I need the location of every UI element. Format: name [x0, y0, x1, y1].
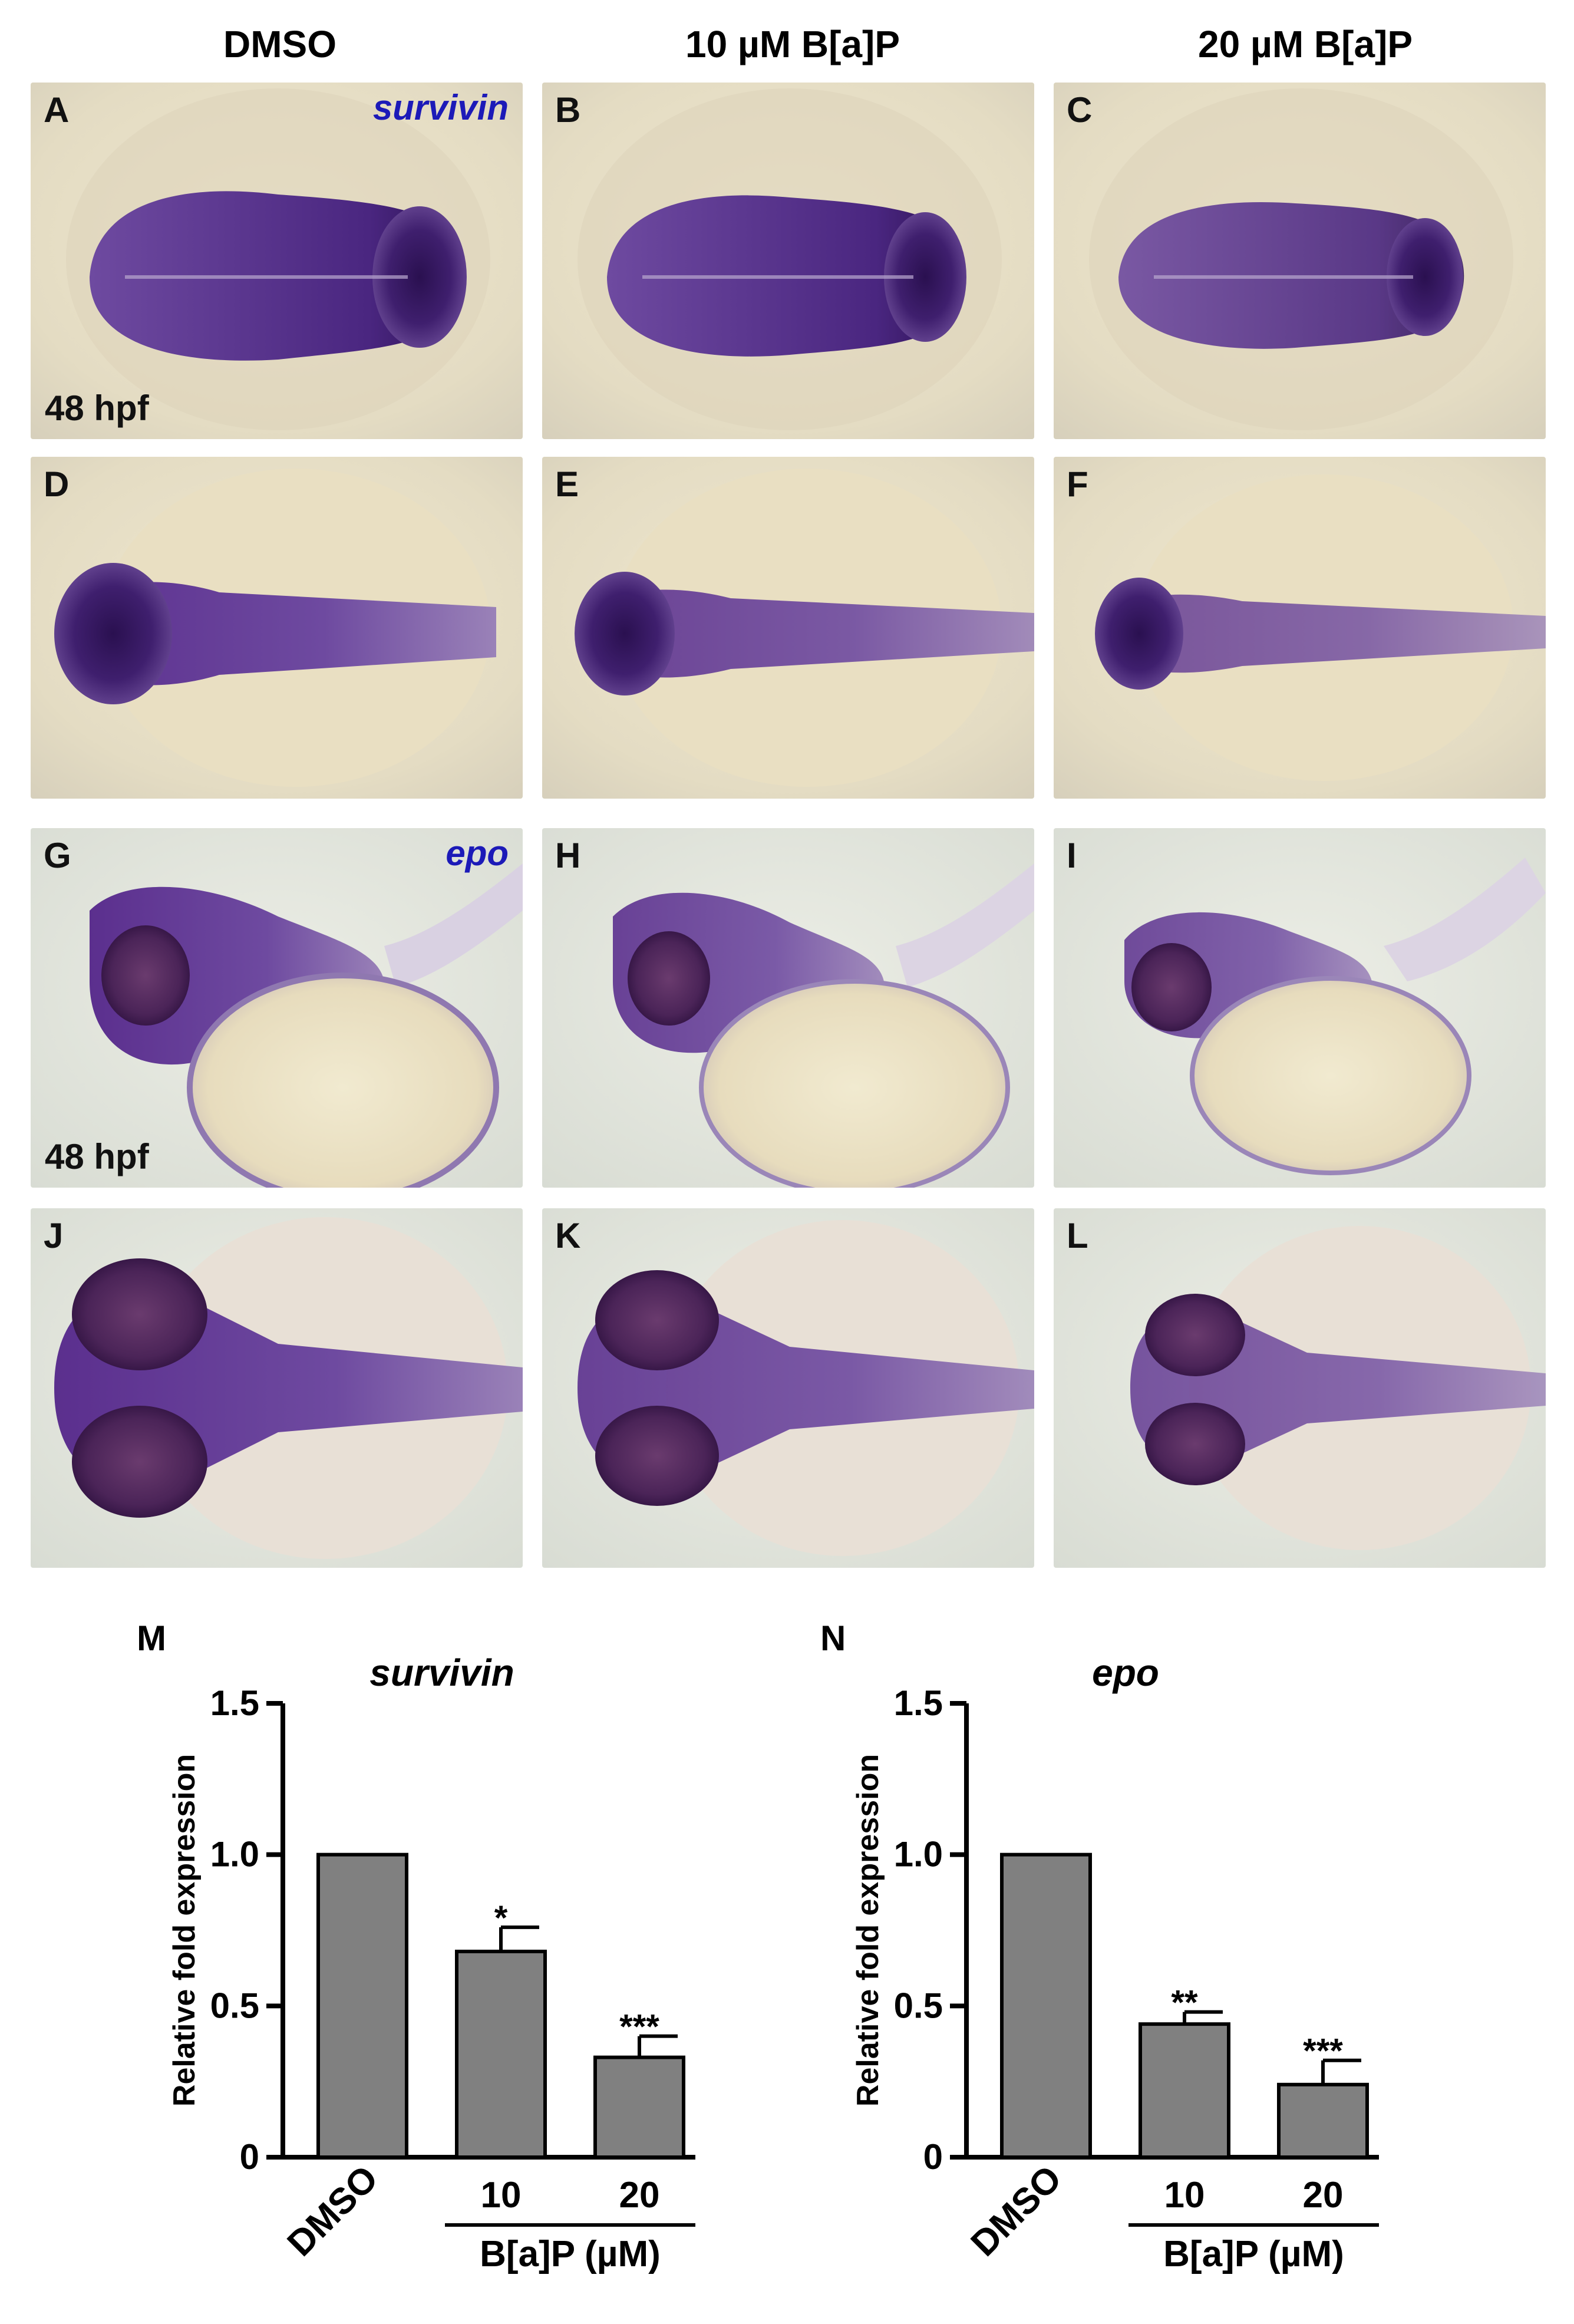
- group-label: B[a]P (µM): [480, 2234, 661, 2274]
- embryo-image-j: [31, 1208, 523, 1568]
- bar: [1000, 1852, 1092, 2159]
- panel-label-k: K: [555, 1216, 581, 1255]
- panel-label-c: C: [1067, 90, 1093, 130]
- panel-l: L: [1054, 1208, 1546, 1568]
- panel-label-l: L: [1067, 1216, 1088, 1255]
- x-tick-label: 20: [619, 2175, 660, 2216]
- significance-label: *: [494, 1899, 508, 1937]
- chart-title: epo: [1092, 1651, 1159, 1694]
- x-tick-label: DMSO: [963, 2158, 1070, 2264]
- bar: [1139, 2022, 1230, 2160]
- significance-label: **: [1171, 1984, 1198, 2022]
- panel-a: A survivin 48 hpf: [31, 83, 523, 439]
- y-axis-label: Relative fold expression: [167, 1754, 202, 2107]
- panel-j: J: [31, 1208, 523, 1568]
- bar: [455, 1949, 547, 2160]
- chart-title: survivin: [369, 1651, 514, 1694]
- significance-label: ***: [1303, 2032, 1343, 2071]
- y-tick-label: 0: [923, 2137, 943, 2177]
- x-tick-label: 10: [481, 2175, 522, 2216]
- panel-k: K: [542, 1208, 1034, 1568]
- gene-label-survivin: survivin: [372, 88, 509, 127]
- group-label: B[a]P (µM): [1163, 2234, 1344, 2274]
- panel-i: I: [1054, 828, 1546, 1188]
- panel-h: H: [542, 828, 1034, 1188]
- panel-c: C: [1054, 83, 1546, 439]
- panel-label-b: B: [555, 90, 581, 130]
- gene-label-epo: epo: [446, 833, 509, 873]
- panel-e: E: [542, 457, 1034, 799]
- panel-label-h: H: [555, 836, 581, 875]
- y-tick-label: 1.0: [210, 1835, 259, 1874]
- y-tick-label: 0.5: [210, 1986, 259, 2025]
- significance-label: ***: [619, 2008, 659, 2046]
- panel-b: B: [542, 83, 1034, 439]
- panel-label-d: D: [44, 464, 70, 504]
- bar: [316, 1852, 408, 2159]
- y-tick-label: 1.0: [894, 1835, 943, 1874]
- stage-label-epo: 48 hpf: [45, 1137, 149, 1176]
- panel-label-f: F: [1067, 464, 1088, 504]
- panel-d: D: [31, 457, 523, 799]
- panel-label-i: I: [1067, 836, 1077, 875]
- embryo-image-e: [542, 457, 1034, 799]
- bar: [593, 2055, 685, 2159]
- y-tick-label: 1.5: [894, 1683, 943, 1723]
- embryo-image-i: [1054, 828, 1546, 1188]
- chart-label-n: N: [820, 1618, 846, 1658]
- x-tick-label: 10: [1164, 2175, 1205, 2216]
- column-header-10um: 10 µM B[a]P: [685, 23, 900, 65]
- y-axis-label: Relative fold expression: [851, 1754, 885, 2107]
- embryo-image-l: [1054, 1208, 1546, 1568]
- x-tick-label: 20: [1303, 2175, 1344, 2216]
- y-tick-label: 0.5: [894, 1986, 943, 2025]
- panel-label-a: A: [44, 90, 70, 130]
- column-header-20um: 20 µM B[a]P: [1197, 23, 1413, 65]
- embryo-image-g: [31, 828, 523, 1188]
- embryo-image-b: [542, 83, 1034, 439]
- embryo-image-d: [31, 457, 523, 799]
- stage-label: 48 hpf: [45, 388, 149, 428]
- panel-label-j: J: [44, 1216, 64, 1255]
- embryo-image-a: [31, 83, 523, 439]
- panel-g: G epo 48 hpf: [31, 828, 523, 1188]
- embryo-image-f: [1054, 457, 1546, 799]
- panel-f: F: [1054, 457, 1546, 799]
- bar: [1277, 2082, 1369, 2159]
- embryo-image-k: [542, 1208, 1034, 1568]
- panel-label-g: G: [44, 836, 71, 875]
- embryo-image-c: [1054, 83, 1546, 439]
- column-header-dmso: DMSO: [223, 23, 336, 65]
- x-tick-label: DMSO: [280, 2158, 386, 2264]
- panel-label-e: E: [555, 464, 579, 504]
- y-tick-label: 1.5: [210, 1683, 259, 1723]
- bar-chart-survivin: survivin Relative fold expression 0 0.5 1.0 1…: [167, 1651, 695, 2274]
- y-tick-label: 0: [240, 2137, 259, 2177]
- bar-chart-epo: epo Relative fold expression 0 0.5 1.0 1.5 DMS…: [851, 1651, 1379, 2274]
- embryo-image-h: [542, 828, 1034, 1188]
- chart-label-m: M: [137, 1618, 166, 1658]
